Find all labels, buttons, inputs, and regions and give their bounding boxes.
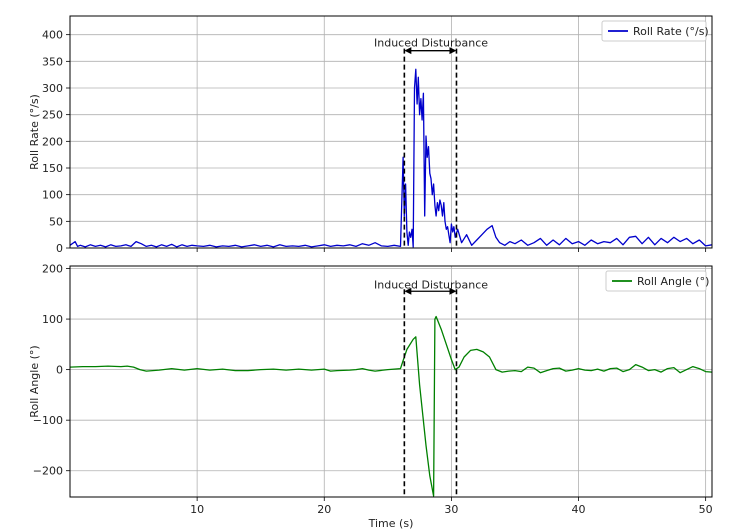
series-line [69, 68, 713, 248]
y-tick-label: 350 [42, 55, 63, 68]
roll-rate-yticks: 0 50 100 150 200 250 300 350 400 [42, 29, 70, 255]
roll-angle-annotation: Induced Disturbance [374, 279, 488, 292]
y-tick-label: 200 [42, 135, 63, 148]
roll-rate-legend-box [601, 20, 707, 42]
roll-rate-panel: Induced Disturbance 0 50 100 150 200 250 300 35… [28, 15, 713, 255]
x-tick-label: 50 [699, 503, 713, 516]
roll-rate-disturbance-arrow [404, 47, 457, 55]
x-tick-label: 20 [317, 503, 331, 516]
y-tick-label: −100 [33, 414, 63, 427]
roll-angle-axes-frame [69, 265, 713, 498]
arrow-head-right [449, 287, 457, 295]
roll-rate-legend-label: Roll Rate (°/s) [633, 25, 709, 38]
y-tick-label: −200 [33, 465, 63, 478]
roll-rate-axes-frame [69, 15, 713, 249]
roll-rate-annotation: Induced Disturbance [374, 37, 488, 50]
roll-rate-grid [70, 16, 712, 249]
arrow-head-right [449, 47, 457, 55]
roll-rate-legend: Roll Rate (°/s) [601, 20, 709, 42]
y-tick-label: 150 [42, 162, 63, 175]
roll-angle-disturbance-lines [403, 289, 458, 497]
x-tick-label: 40 [572, 503, 586, 516]
roll-rate-xticks [196, 248, 707, 252]
roll-angle-legend-box [605, 270, 707, 292]
roll-rate-ylabel: Roll Rate (°/s) [28, 94, 41, 170]
roll-angle-panel: Induced Disturbance −200 −100 0 100 200 10 20… [28, 263, 713, 530]
time-xlabel: Time (s) [368, 517, 414, 530]
arrow-head-left [404, 47, 412, 55]
y-tick-label: 250 [42, 109, 63, 122]
roll-angle-xticks: 10 20 30 40 50 [190, 497, 713, 516]
roll-rate-disturbance-lines [403, 48, 458, 248]
roll-angle-series [69, 315, 713, 497]
roll-angle-disturbance-arrow [404, 287, 457, 295]
y-tick-label: 50 [49, 215, 63, 228]
roll-angle-ylabel: Roll Angle (°) [28, 345, 41, 417]
y-tick-label: 0 [56, 364, 63, 377]
x-tick-label: 10 [190, 503, 204, 516]
roll-angle-yticks: −200 −100 0 100 200 [33, 263, 70, 478]
y-tick-label: 100 [42, 313, 63, 326]
roll-rate-series [69, 68, 713, 248]
y-tick-label: 100 [42, 189, 63, 202]
roll-angle-legend: Roll Angle (°) [605, 270, 709, 292]
y-tick-label: 0 [56, 242, 63, 255]
arrow-head-left [404, 287, 412, 295]
roll-angle-legend-label: Roll Angle (°) [637, 275, 709, 288]
roll-angle-grid [70, 266, 712, 497]
y-tick-label: 200 [42, 263, 63, 276]
series-line [69, 315, 713, 497]
y-tick-label: 300 [42, 82, 63, 95]
x-tick-label: 30 [444, 503, 458, 516]
y-tick-label: 400 [42, 29, 63, 42]
